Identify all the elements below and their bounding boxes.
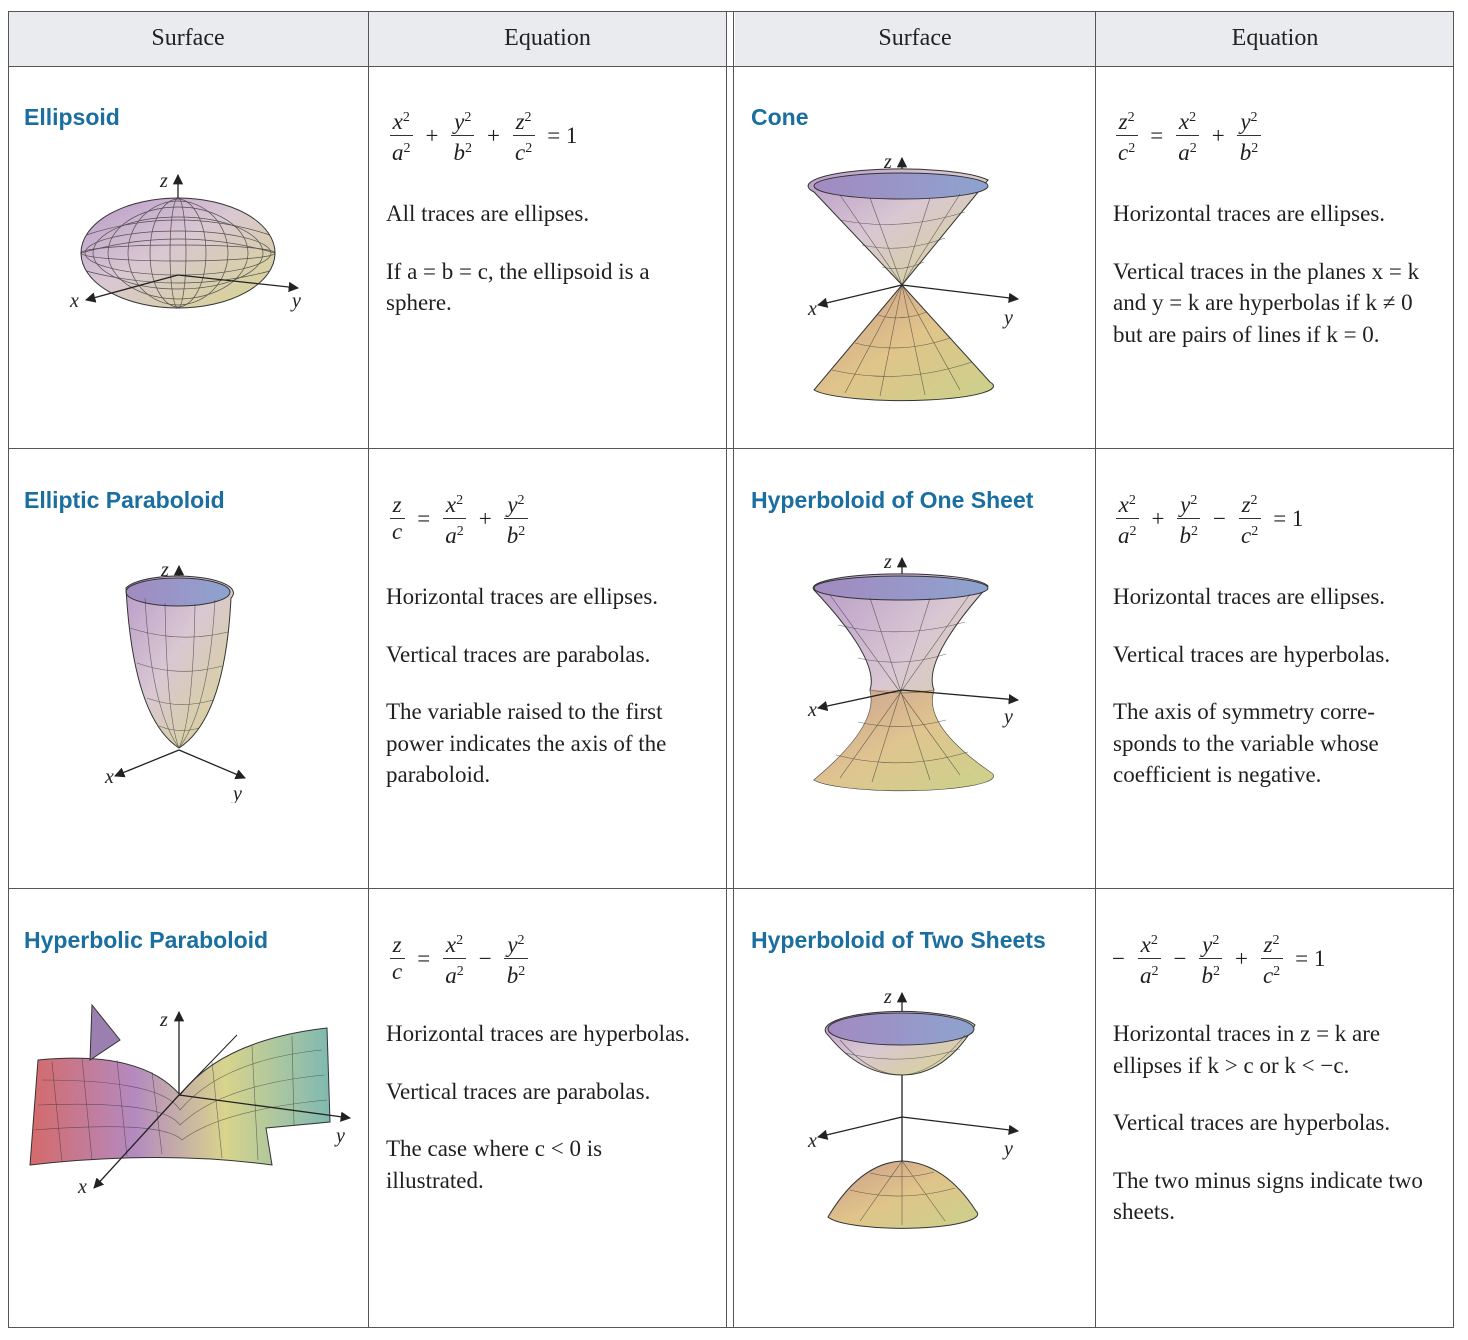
surface-title-hyperboloid-one-sheet: Hyperboloid of One Sheet <box>751 487 1034 513</box>
description-hyperboloid-one-sheet: Horizontal traces are ellipses. Vertical… <box>1113 584 1391 787</box>
surface-title-hyperboloid-two-sheets: Hyperboloid of Two Sheets <box>751 927 1046 953</box>
equation-hyperboloid-one-sheet: x2 a2 + y2 b2 − z2 c2 = 1 <box>1112 488 1312 549</box>
description-hyperbolic-paraboloid: Horizontal traces are hyperbolas. Vertic… <box>386 1021 690 1193</box>
axis-label-x: x <box>807 1130 817 1152</box>
description-hyperboloid-two-sheets: Horizontal traces in z = k are ellipses … <box>1113 1021 1423 1224</box>
equation-hyperboloid-two-sheets: − x2 a2 − y2 b2 + z2 c2 = 1 <box>1112 928 1334 989</box>
equation-ellipsoid: x2 a2 + y2 b2 + z2 c2 = 1 <box>386 105 586 166</box>
surface-title-cone: Cone <box>751 104 809 130</box>
cone-figure: z x y <box>807 151 1020 402</box>
axis-label-y: y <box>1002 1138 1013 1160</box>
axis-label-z: z <box>883 151 892 173</box>
elliptic-paraboloid-figure: z x y <box>104 559 246 803</box>
equation-cone: z2 c2 = x2 a2 + y2 b2 <box>1112 105 1264 166</box>
axis-label-z: z <box>160 559 169 581</box>
axis-label-x: x <box>77 1176 87 1198</box>
hyperbolic-paraboloid-figure: z x y <box>29 1003 352 1198</box>
axis-label-x: x <box>807 699 817 721</box>
axis-label-x: x <box>104 766 114 788</box>
axis-label-y: y <box>290 290 301 312</box>
surface-title-elliptic-paraboloid: Elliptic Paraboloid <box>24 487 225 513</box>
axis-label-z: z <box>159 170 168 192</box>
hyperboloid-one-sheet-figure: z x y <box>807 551 1020 792</box>
surface-title-ellipsoid: Ellipsoid <box>24 104 120 130</box>
hyperboloid-two-sheets-figure: z x y <box>807 986 1020 1229</box>
axis-label-y: y <box>1002 307 1013 329</box>
axis-label-z: z <box>159 1009 168 1031</box>
axis-label-y: y <box>334 1125 345 1147</box>
axis-label-z: z <box>883 986 892 1008</box>
axis-label-y: y <box>1002 706 1013 728</box>
description-ellipsoid: All traces are ellipses. If a = b = c, t… <box>386 201 650 315</box>
header-equation-left: Equation <box>369 11 726 66</box>
description-elliptic-paraboloid: Horizontal traces are ellipses. Vertical… <box>386 584 667 787</box>
header-surface-left: Surface <box>8 11 368 66</box>
header-equation-right: Equation <box>1096 11 1454 66</box>
axis-label-x: x <box>807 298 817 320</box>
axis-label-y: y <box>231 783 242 803</box>
ellipsoid-figure: z x y <box>69 170 301 312</box>
axis-label-x: x <box>69 290 79 312</box>
axis-label-z: z <box>883 551 892 573</box>
description-cone: Horizontal traces are ellipses. Vertical… <box>1113 201 1420 347</box>
surface-title-hyperbolic-paraboloid: Hyperbolic Paraboloid <box>24 927 269 953</box>
header-surface-right: Surface <box>735 11 1095 66</box>
